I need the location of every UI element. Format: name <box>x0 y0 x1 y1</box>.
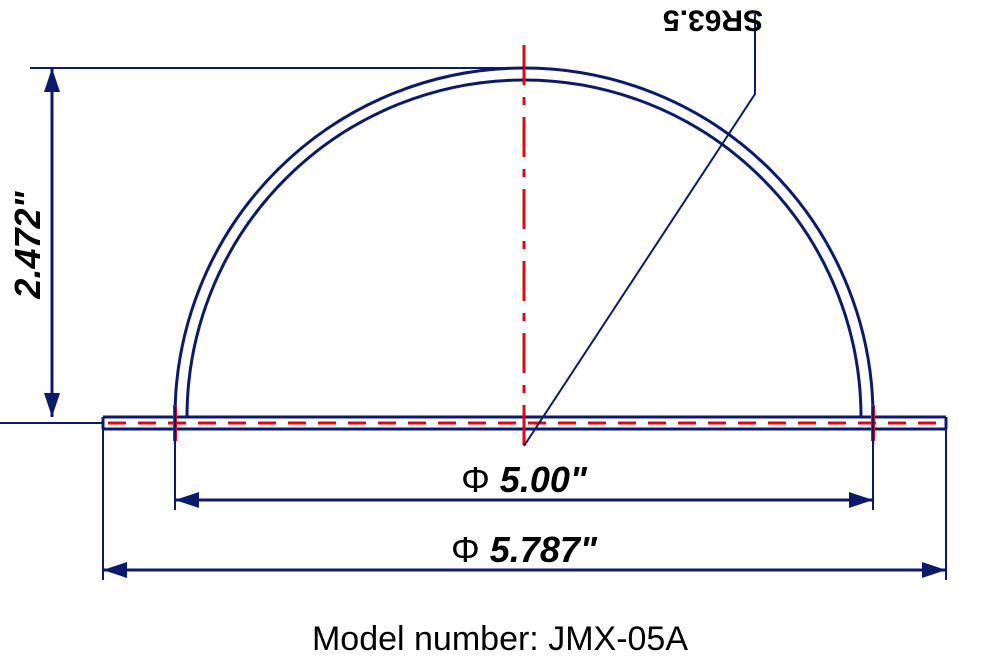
spherical-radius-leader <box>524 14 755 446</box>
spherical-radius-label: SR63.5 <box>663 4 763 37</box>
model-number-label: Model number: JMX-05A <box>312 620 688 658</box>
height-dimension-label: 2.472" <box>7 190 48 299</box>
engineering-drawing: SR63.5 2.472" Φ 5.00" Φ 5.787" Model num… <box>0 0 1000 669</box>
inner-dia-dimension-label: Φ 5.00" <box>461 459 588 500</box>
outer-dia-dimension-label: Φ 5.787" <box>451 529 598 570</box>
